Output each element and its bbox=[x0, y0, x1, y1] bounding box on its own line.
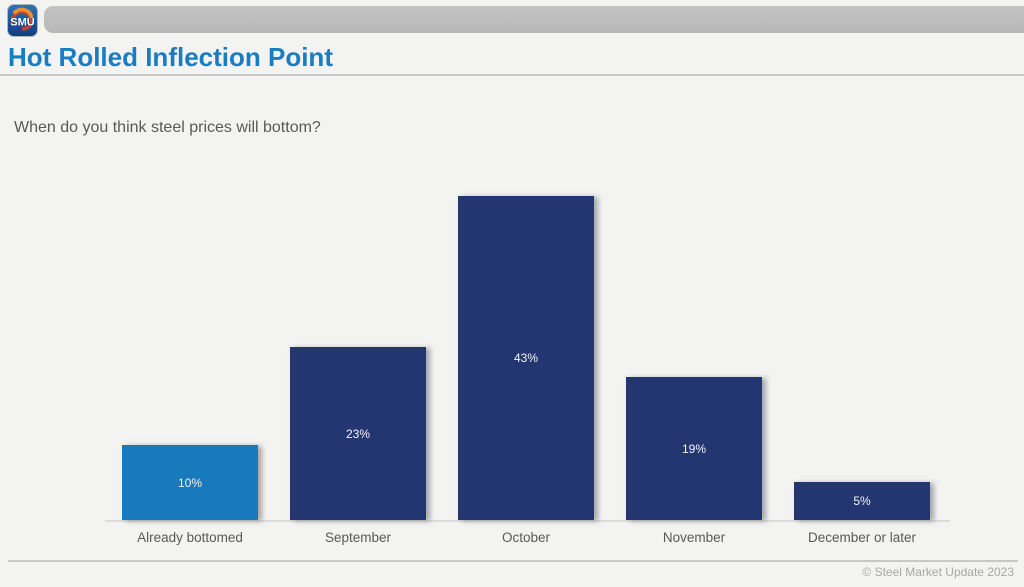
bar-chart: 10% 23% 43% 19% 5% Already bottomed September… bbox=[105, 160, 950, 545]
title-divider bbox=[0, 74, 1024, 76]
bar-value-label: 23% bbox=[345, 426, 371, 441]
logo-text: SMU bbox=[10, 17, 35, 29]
chart-question: When do you think steel prices will bott… bbox=[14, 119, 321, 136]
bar-september: 23% bbox=[290, 347, 426, 520]
bar-november: 19% bbox=[626, 377, 762, 520]
category-label-december-or-later: December or later bbox=[807, 530, 917, 545]
bar-value-label: 43% bbox=[513, 351, 539, 365]
category-label-october: October bbox=[501, 530, 551, 545]
bar-december-or-later: 5% bbox=[794, 482, 930, 520]
smu-logo-icon: SMU bbox=[7, 4, 38, 37]
bar-value-label: 5% bbox=[853, 494, 871, 508]
page-title: Hot Rolled Inflection Point bbox=[8, 42, 333, 72]
footer-divider bbox=[8, 560, 1018, 562]
bar-already-bottomed: 10% bbox=[122, 445, 258, 520]
bar-october: 43% bbox=[458, 196, 594, 520]
chart-plot: 10% 23% 43% 19% 5% bbox=[105, 160, 950, 522]
copyright-text: © Steel Market Update 2023 bbox=[862, 565, 1014, 579]
header-bar bbox=[44, 6, 1024, 33]
bar-value-label: 10% bbox=[177, 475, 203, 490]
chart-labels: Already bottomed September October November… bbox=[105, 530, 950, 545]
category-label-september: September bbox=[324, 530, 392, 545]
category-label-november: November bbox=[662, 530, 726, 545]
category-label-already-bottomed: Already bottomed bbox=[137, 530, 243, 545]
bar-value-label: 19% bbox=[681, 441, 707, 456]
